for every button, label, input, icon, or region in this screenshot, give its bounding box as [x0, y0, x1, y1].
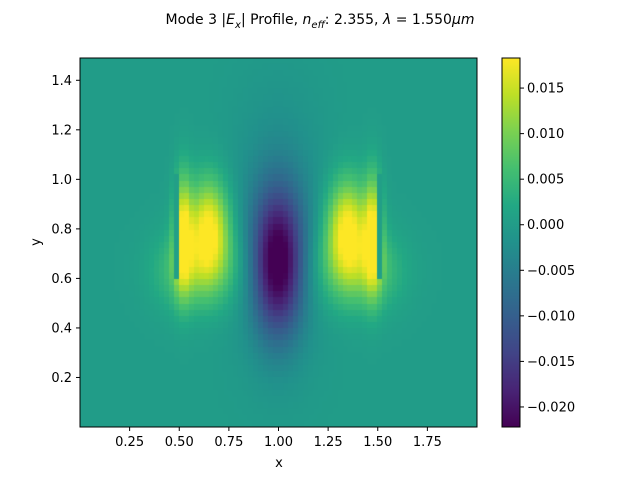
heatmap-area — [79, 57, 478, 428]
colorbar-ticks: 0.015 0.010 0.005 0.000 −0.005 −0.010 −0.015 −0… — [520, 82, 575, 415]
y-tick-label: 1.4 — [51, 74, 72, 89]
colorbar: 0.015 0.010 0.005 0.000 −0.005 −0.010 −0.015 −0… — [501, 57, 575, 428]
x-axis-label: x — [275, 456, 283, 471]
y-axis-label: y — [29, 238, 44, 246]
x-tick-label: 1.75 — [413, 435, 442, 450]
y-tick-label: 0.6 — [51, 272, 72, 287]
x-tick-label: 1.25 — [314, 435, 343, 450]
y-tick-label: 0.4 — [51, 321, 72, 336]
chart-title: Mode 3 |Ex| Profile, neff: 2.355, λ = 1.… — [165, 12, 474, 31]
heatmap-field — [80, 58, 477, 427]
x-tick-label: 1.50 — [363, 435, 392, 450]
y-axis: 0.2 0.4 0.6 0.8 1.0 1.2 1.4 — [51, 74, 80, 386]
colorbar-tick-label: 0.000 — [527, 218, 564, 233]
colorbar-tick-label: 0.010 — [527, 127, 564, 142]
y-tick-label: 1.2 — [51, 123, 72, 138]
colorbar-tick-label: −0.015 — [527, 355, 575, 370]
x-tick-label: 0.75 — [214, 435, 243, 450]
y-tick-label: 0.8 — [51, 222, 72, 237]
y-tick-label: 1.0 — [51, 173, 72, 188]
x-tick-label: 0.50 — [165, 435, 194, 450]
colorbar-gradient — [501, 57, 521, 428]
x-axis: 0.25 0.50 0.75 1.00 1.25 1.50 1.75 — [115, 427, 442, 450]
colorbar-tick-label: −0.010 — [527, 309, 575, 324]
colorbar-tick-label: 0.015 — [527, 82, 564, 97]
x-tick-label: 1.00 — [264, 435, 293, 450]
x-tick-label: 0.25 — [115, 435, 144, 450]
colorbar-tick-label: 0.005 — [527, 173, 564, 188]
y-tick-label: 0.2 — [51, 371, 72, 386]
colorbar-tick-label: −0.005 — [527, 264, 575, 279]
colorbar-tick-label: −0.020 — [527, 400, 575, 415]
